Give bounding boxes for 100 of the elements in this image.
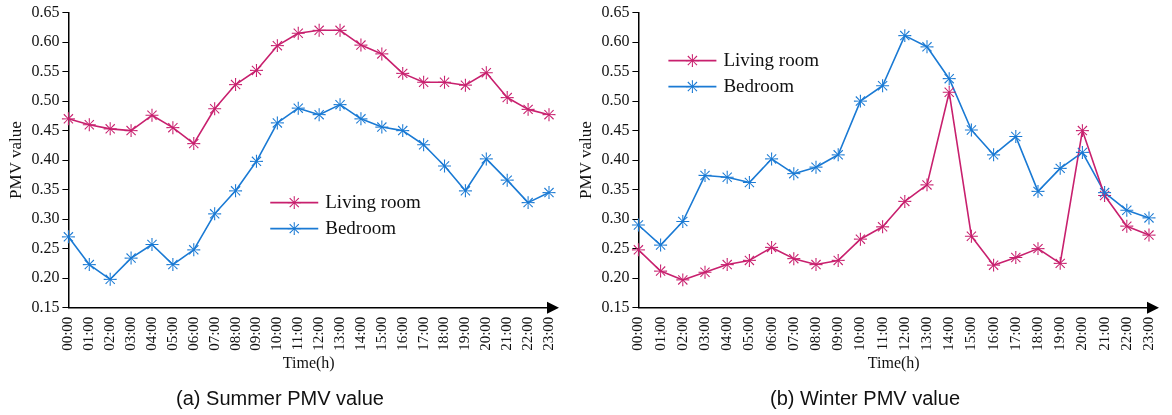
point bbox=[787, 252, 801, 266]
x-tick-label: 08:00 bbox=[806, 316, 823, 351]
point bbox=[354, 112, 368, 126]
x-tick-label: 22:00 bbox=[519, 316, 536, 351]
point bbox=[898, 194, 912, 208]
point bbox=[479, 152, 493, 166]
point bbox=[853, 232, 867, 246]
point bbox=[417, 138, 431, 152]
point bbox=[1053, 256, 1067, 270]
x-axis-title: Time(h) bbox=[282, 353, 335, 372]
y-tick-label: 0.45 bbox=[31, 120, 60, 138]
point bbox=[124, 124, 138, 138]
point bbox=[208, 207, 222, 221]
point bbox=[312, 108, 326, 122]
point bbox=[354, 38, 368, 52]
x-tick-label: 06:00 bbox=[184, 316, 201, 351]
point bbox=[187, 137, 201, 151]
y-tick-label: 0.30 bbox=[31, 209, 60, 227]
x-tick-label: 05:00 bbox=[163, 316, 180, 351]
x-tick-label: 12:00 bbox=[895, 316, 912, 351]
x-axis-title: Time(h) bbox=[867, 353, 920, 372]
x-tick-label: 01:00 bbox=[80, 316, 97, 351]
point bbox=[654, 264, 668, 278]
point bbox=[654, 238, 668, 252]
point bbox=[145, 238, 159, 251]
x-tick-label: 10:00 bbox=[851, 316, 868, 351]
x-tick-label: 07:00 bbox=[205, 316, 222, 351]
x-tick-label: 11:00 bbox=[873, 316, 890, 351]
x-tick-label: 20:00 bbox=[1073, 316, 1090, 351]
y-tick-label: 0.55 bbox=[601, 61, 630, 79]
y-tick-label: 0.45 bbox=[601, 120, 630, 138]
point bbox=[82, 118, 96, 132]
x-tick-label: 13:00 bbox=[917, 316, 934, 351]
y-tick-label: 0.15 bbox=[601, 297, 630, 315]
y-tick-label: 0.40 bbox=[601, 150, 630, 168]
x-tick-label: 20:00 bbox=[477, 316, 494, 351]
x-tick-label: 22:00 bbox=[1117, 316, 1134, 351]
point bbox=[876, 220, 890, 234]
point bbox=[229, 184, 243, 198]
point bbox=[438, 75, 451, 89]
x-tick-label: 16:00 bbox=[393, 316, 410, 351]
point bbox=[676, 215, 690, 228]
point bbox=[1053, 161, 1067, 175]
point bbox=[1120, 219, 1134, 233]
point bbox=[479, 66, 493, 80]
point bbox=[458, 78, 472, 92]
x-tick-label: 18:00 bbox=[435, 316, 452, 351]
x-tick-label: 08:00 bbox=[226, 316, 243, 351]
text: (a) Summer PMV value bbox=[176, 386, 384, 409]
x-tick-label: 05:00 bbox=[740, 316, 757, 351]
point bbox=[853, 94, 867, 108]
x-tick-label: 09:00 bbox=[247, 316, 264, 351]
point bbox=[1075, 124, 1089, 138]
x-tick-label: 00:00 bbox=[629, 316, 646, 351]
x-tick-label: 11:00 bbox=[289, 316, 306, 351]
y-tick-label: 0.25 bbox=[601, 238, 630, 256]
point bbox=[542, 186, 556, 200]
point bbox=[249, 154, 263, 168]
point bbox=[676, 273, 690, 287]
x-tick-label: 10:00 bbox=[268, 316, 285, 351]
point bbox=[876, 79, 890, 93]
x-tick-label: 03:00 bbox=[122, 316, 139, 351]
point bbox=[103, 122, 117, 136]
x-tick-label: 19:00 bbox=[1051, 316, 1068, 351]
point bbox=[987, 258, 1001, 272]
text: (b) Winter PMV value bbox=[769, 386, 961, 409]
point bbox=[698, 265, 712, 279]
x-tick-label: 21:00 bbox=[498, 316, 515, 351]
point bbox=[964, 123, 978, 137]
point bbox=[720, 170, 734, 184]
legend-label: Bedroom bbox=[325, 216, 397, 238]
y-tick-label: 0.20 bbox=[31, 268, 60, 286]
x-tick-label: 02:00 bbox=[101, 316, 118, 351]
y-axis-title: PMV value bbox=[5, 121, 25, 199]
x-tick-label: 16:00 bbox=[984, 316, 1001, 351]
point bbox=[809, 258, 823, 272]
x-tick-label: 15:00 bbox=[962, 316, 979, 351]
point bbox=[787, 167, 801, 181]
y-tick-label: 0.50 bbox=[601, 91, 630, 109]
point bbox=[631, 243, 645, 257]
point bbox=[438, 159, 451, 173]
point bbox=[500, 91, 514, 105]
point bbox=[964, 229, 978, 243]
point bbox=[166, 258, 180, 272]
x-tick-label: 13:00 bbox=[330, 316, 347, 351]
y-tick-label: 0.60 bbox=[601, 32, 630, 50]
x-tick-label: 23:00 bbox=[539, 316, 556, 351]
x-tick-label: 12:00 bbox=[310, 316, 327, 351]
y-tick-label: 0.15 bbox=[31, 297, 60, 315]
x-tick-label: 03:00 bbox=[695, 316, 712, 351]
point bbox=[831, 253, 845, 267]
y-tick-label: 0.25 bbox=[31, 238, 60, 256]
point bbox=[270, 39, 284, 53]
y-tick-label: 0.60 bbox=[31, 32, 60, 50]
point bbox=[631, 218, 645, 232]
point bbox=[742, 253, 756, 267]
point bbox=[500, 173, 514, 187]
point bbox=[396, 124, 410, 138]
x-tick-label: 15:00 bbox=[372, 316, 389, 351]
legend-label: Bedroom bbox=[723, 74, 795, 96]
